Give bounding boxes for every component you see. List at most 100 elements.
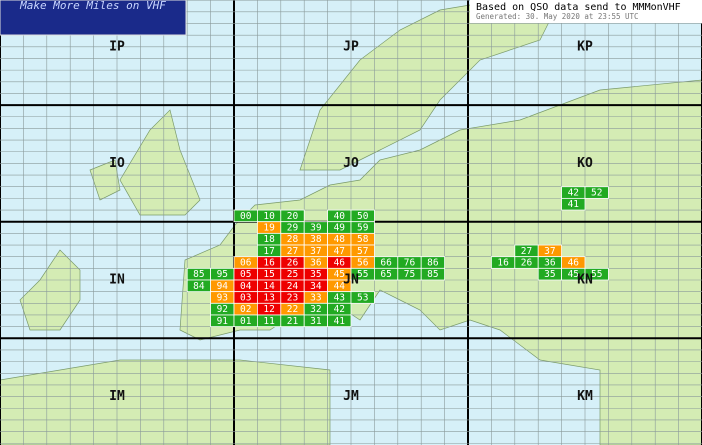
info-generated: Generated: 30. May 2020 at 23:55 UTC [476,12,639,21]
square-label: 47 [334,246,345,257]
square-label: 26 [521,258,533,269]
square-label: 46 [568,258,580,269]
square [584,186,609,199]
field-label: JM [343,389,359,404]
square-label: 93 [217,292,228,303]
field-label: KN [577,273,593,288]
square-label: 28 [287,234,299,245]
square-label: 85 [427,269,438,280]
square-label: 25 [287,269,298,280]
info-title: Based on QSO data send to MMMonVHF [476,2,681,13]
square-label: 92 [217,304,228,315]
square-label: 95 [217,269,228,280]
square-label: 52 [591,188,602,199]
square-label: 26 [287,258,299,269]
square-label: 45 [334,269,345,280]
field-label: IN [109,273,125,288]
square-label: 45 [568,269,579,280]
square-label: 75 [404,269,415,280]
square-label: 06 [240,258,252,269]
square [420,267,446,281]
square-label: 86 [427,258,439,269]
field-label: KP [577,39,593,54]
square-label: 40 [334,211,346,222]
square-label: 05 [240,269,251,280]
square-label: 35 [544,269,555,280]
square-label: 35 [310,269,321,280]
square-label: 14 [263,281,275,292]
square-label: 34 [310,281,322,292]
info-box [470,0,702,23]
square-label: 31 [310,316,322,327]
square-label: 22 [287,304,298,315]
field-label: IP [109,39,125,54]
square-label: 04 [240,281,252,292]
square-label: 12 [263,304,274,315]
square-label: 03 [240,292,251,303]
square-label: 27 [521,246,532,257]
square [350,291,375,304]
field-label: IM [109,389,125,404]
square-label: 29 [287,223,299,234]
square-label: 43 [334,292,345,303]
field-label: KM [577,389,593,404]
square-label: 42 [334,304,345,315]
square-label: 18 [263,234,275,245]
square-label: 41 [568,199,580,210]
square-label: 20 [287,211,299,222]
square-label: 65 [380,269,391,280]
square-label: 56 [357,258,369,269]
square-label: 42 [568,188,579,199]
square-label: 33 [310,292,321,303]
square-label: 46 [334,258,346,269]
square-label: 94 [217,281,229,292]
logo-box [0,0,187,36]
square-label: 15 [263,269,274,280]
square-label: 24 [287,281,299,292]
square-label: 32 [310,304,321,315]
square-label: 85 [193,269,204,280]
square-label: 58 [357,234,369,245]
square-label: 23 [287,292,298,303]
square-label: 91 [217,316,229,327]
square-label: 38 [310,234,322,245]
field-label: KO [577,156,593,171]
square-label: 59 [357,223,369,234]
field-label: JO [343,156,359,171]
square-label: 44 [334,281,346,292]
square-label: 66 [380,258,392,269]
square-label: 39 [310,223,322,234]
square-label: 36 [544,258,556,269]
square-label: 76 [404,258,416,269]
field-label: IO [109,156,125,171]
square-label: 17 [263,246,274,257]
logo: Make More Miles on VHF [19,0,166,12]
square-label: 53 [357,292,368,303]
square-label: 21 [287,316,299,327]
field-label: JN [343,273,359,288]
field-labels: IP JP KP IO JO KO IN JN KN IM JM KM [109,39,593,404]
square-label: 55 [591,269,602,280]
square-label: 41 [334,316,346,327]
square-label: 01 [240,316,252,327]
square-label: 00 [240,211,252,222]
square-label: 50 [357,211,369,222]
square [561,197,586,211]
square [584,267,609,281]
square-label: 13 [263,292,274,303]
square [327,314,352,328]
square-label: 55 [357,269,368,280]
square-label: 36 [310,258,322,269]
square-label: 49 [334,223,346,234]
square-label: 37 [310,246,321,257]
square-label: 11 [263,316,275,327]
square-label: 57 [357,246,368,257]
field-label: JP [343,39,359,54]
square-label: 10 [263,211,275,222]
square-label: 84 [193,281,205,292]
square-label: 02 [240,304,251,315]
square-label: 16 [263,258,275,269]
square-label: 37 [544,246,555,257]
